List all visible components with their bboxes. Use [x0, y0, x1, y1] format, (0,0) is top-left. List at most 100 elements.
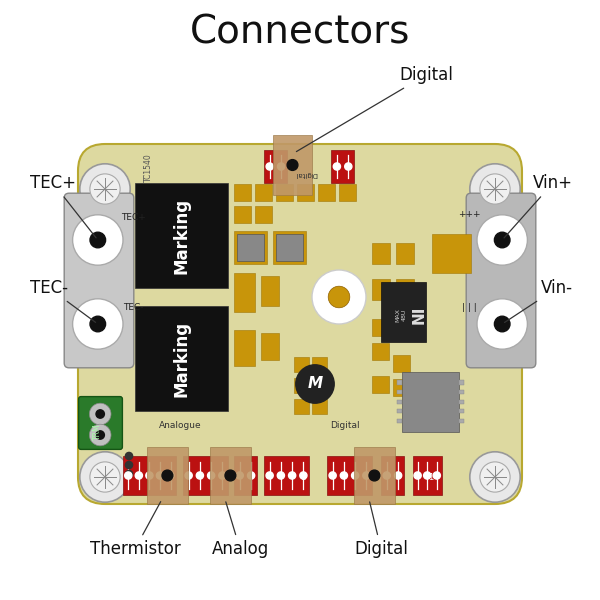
Circle shape	[157, 472, 164, 479]
Circle shape	[494, 232, 510, 248]
Bar	[402, 372, 459, 432]
Bar	[255, 206, 272, 223]
Circle shape	[424, 472, 431, 479]
Bar	[393, 319, 410, 336]
Text: Digital: Digital	[295, 171, 317, 177]
Circle shape	[89, 424, 111, 446]
Text: Analogue: Analogue	[158, 421, 202, 431]
Bar	[183, 456, 228, 495]
Bar	[397, 390, 402, 394]
Text: Marking: Marking	[173, 197, 191, 274]
Circle shape	[90, 316, 106, 332]
Circle shape	[480, 174, 510, 204]
Bar	[264, 150, 287, 183]
Circle shape	[470, 164, 520, 214]
Circle shape	[90, 232, 106, 248]
Bar	[234, 456, 257, 495]
Text: 1: 1	[301, 473, 305, 481]
Circle shape	[266, 472, 273, 479]
Bar	[372, 319, 389, 336]
Bar	[123, 456, 176, 495]
Bar	[276, 234, 303, 261]
Circle shape	[383, 472, 391, 479]
Bar	[147, 447, 188, 504]
Circle shape	[219, 472, 226, 479]
Circle shape	[73, 299, 123, 349]
Circle shape	[414, 472, 421, 479]
Text: TEC+: TEC+	[30, 174, 96, 238]
Circle shape	[96, 431, 104, 439]
Bar	[372, 343, 389, 360]
Circle shape	[433, 472, 440, 479]
Bar	[393, 355, 410, 372]
Circle shape	[89, 403, 111, 425]
Circle shape	[208, 472, 215, 479]
Bar	[255, 184, 272, 201]
Circle shape	[248, 472, 254, 479]
Bar	[372, 376, 389, 393]
Text: Thermistor: Thermistor	[89, 502, 181, 558]
Circle shape	[236, 472, 244, 479]
Bar	[135, 306, 228, 411]
Bar	[459, 390, 464, 394]
Bar	[397, 409, 402, 413]
Text: 1: 1	[428, 473, 433, 481]
Bar	[237, 234, 264, 261]
Text: Digital: Digital	[354, 502, 408, 558]
Circle shape	[90, 462, 120, 492]
Bar	[312, 399, 327, 414]
Bar	[354, 447, 395, 504]
Bar	[312, 357, 327, 372]
Text: TEC-: TEC-	[123, 304, 143, 312]
Circle shape	[167, 472, 174, 479]
Text: Vin+: Vin+	[504, 174, 573, 238]
Circle shape	[277, 163, 285, 170]
Circle shape	[480, 462, 510, 492]
Bar	[276, 184, 293, 201]
Circle shape	[196, 472, 203, 479]
Circle shape	[494, 316, 510, 332]
Text: MAX
48U: MAX 48U	[395, 308, 406, 322]
Text: TEC+: TEC+	[121, 213, 146, 222]
Text: Analog: Analog	[211, 502, 269, 558]
Bar	[264, 456, 309, 495]
Bar	[234, 330, 255, 366]
Circle shape	[296, 365, 334, 403]
Text: Digital: Digital	[296, 66, 453, 152]
Circle shape	[80, 164, 130, 214]
Circle shape	[266, 163, 274, 170]
Text: | | |: | | |	[462, 304, 476, 312]
Bar	[273, 231, 306, 264]
Circle shape	[470, 452, 520, 502]
FancyBboxPatch shape	[78, 144, 522, 504]
Circle shape	[135, 472, 142, 479]
FancyBboxPatch shape	[64, 193, 134, 368]
Bar	[312, 378, 327, 393]
Circle shape	[344, 163, 352, 170]
Text: TEC-: TEC-	[30, 279, 95, 322]
Bar	[459, 419, 464, 423]
Circle shape	[352, 472, 359, 479]
Circle shape	[369, 470, 380, 481]
Bar	[294, 399, 309, 414]
Circle shape	[125, 472, 132, 479]
Bar	[372, 243, 390, 264]
FancyBboxPatch shape	[79, 397, 122, 449]
Circle shape	[73, 215, 123, 265]
Text: Marking: Marking	[173, 320, 191, 397]
Bar	[339, 184, 356, 201]
Circle shape	[312, 270, 366, 324]
Bar	[381, 282, 426, 342]
Text: TC1540: TC1540	[144, 154, 152, 182]
Circle shape	[363, 472, 370, 479]
Bar	[234, 231, 267, 264]
Bar	[135, 183, 228, 288]
Circle shape	[477, 215, 527, 265]
Circle shape	[328, 286, 350, 308]
Bar	[273, 135, 312, 195]
Bar	[413, 456, 442, 495]
Bar	[318, 184, 335, 201]
Circle shape	[334, 163, 341, 170]
Circle shape	[162, 470, 173, 481]
Bar	[261, 276, 279, 306]
